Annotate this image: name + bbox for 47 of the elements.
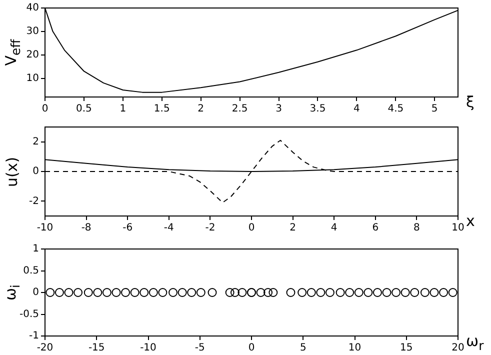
y-tick-label: 0 <box>32 166 39 178</box>
x-tick-label: 0 <box>248 222 255 234</box>
x-tick-label: 15 <box>400 342 413 354</box>
y-tick-label: 1 <box>32 244 39 255</box>
x-tick-label: -4 <box>164 222 174 234</box>
x-tick-label: 0.5 <box>76 104 92 115</box>
y-tick-label: 10 <box>26 72 39 84</box>
x-axis-title: ω$_{r}$ <box>466 332 484 353</box>
x-tick-label: -6 <box>122 222 133 234</box>
x-tick-label: 10 <box>348 342 362 354</box>
x-tick-label: 0 <box>248 342 255 354</box>
y-tick-label: 40 <box>26 2 39 14</box>
x-tick-label: 6 <box>372 222 379 234</box>
y-tick-label: -0.5 <box>19 308 39 320</box>
x-tick-label: -15 <box>88 342 105 354</box>
y-tick-label: 0 <box>32 287 39 298</box>
x-tick-label: 2 <box>198 104 204 115</box>
x-tick-label: 2.5 <box>232 104 248 115</box>
x-tick-label: 8 <box>414 222 420 234</box>
y-tick-label: 2 <box>32 136 39 148</box>
x-tick-label: 1 <box>120 104 126 115</box>
x-tick-label: 10 <box>452 222 464 234</box>
x-tick-label: 4.5 <box>388 104 404 115</box>
x-tick-label: 4 <box>330 222 338 234</box>
x-tick-label: -20 <box>36 342 54 354</box>
x-tick-label: -5 <box>194 342 205 354</box>
x-tick-label: 3 <box>276 104 282 115</box>
x-tick-label: 0 <box>42 104 48 115</box>
x-axis-title: x <box>466 212 475 230</box>
y-tick-label: -1 <box>29 330 39 342</box>
x-tick-label: 1.5 <box>154 104 170 115</box>
y-axis-title: u(x) <box>3 156 22 187</box>
x-tick-label: 4 <box>354 104 360 115</box>
y-tick-label: -2 <box>29 196 39 207</box>
x-tick-label: 5 <box>300 342 306 354</box>
x-tick-label: 3.5 <box>310 104 326 115</box>
y-tick-label: 0.5 <box>23 265 39 276</box>
x-tick-label: -10 <box>140 342 156 354</box>
x-axis-title: ξ <box>466 93 474 111</box>
y-tick-label: 20 <box>26 49 39 60</box>
x-tick-label: -10 <box>36 222 54 234</box>
x-tick-label: 5 <box>431 104 438 115</box>
x-tick-label: 20 <box>452 342 464 354</box>
y-tick-label: 30 <box>26 26 39 38</box>
x-tick-label: -8 <box>81 222 92 234</box>
x-tick-label: 2 <box>290 222 296 234</box>
x-tick-label: -2 <box>205 222 216 234</box>
